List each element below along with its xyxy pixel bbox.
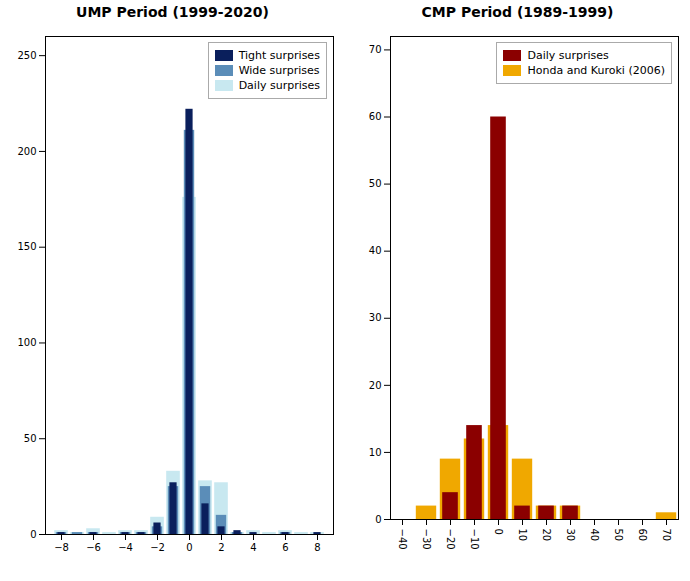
html-text:Tight surprises: Tight surprises <box>238 49 320 62</box>
svg-text:8: 8 <box>314 542 320 553</box>
svg-text:0: 0 <box>375 514 381 525</box>
svg-text:150: 150 <box>17 241 36 252</box>
html-text:Wide surprises: Wide surprises <box>238 64 320 77</box>
svg-text:−6: −6 <box>86 542 101 553</box>
svg-text:−2: −2 <box>150 542 165 553</box>
svg-text:20: 20 <box>541 529 552 542</box>
svg-text:250: 250 <box>17 50 36 61</box>
svg-text:30: 30 <box>369 312 382 323</box>
svg-text:0: 0 <box>30 529 36 540</box>
svg-text:30: 30 <box>565 529 576 542</box>
svg-text:10: 10 <box>369 447 382 458</box>
svg-text:20: 20 <box>369 380 382 391</box>
svg-text:−30: −30 <box>421 529 432 550</box>
html-text:UMP Period (1999-2020): UMP Period (1999-2020) <box>76 4 269 20</box>
svg-text:100: 100 <box>17 337 36 348</box>
html-text:Honda and Kuroki (2006): Honda and Kuroki (2006) <box>527 64 665 77</box>
html-text:Daily surprises: Daily surprises <box>238 79 320 92</box>
svg-text:−10: −10 <box>469 529 480 550</box>
svg-text:60: 60 <box>637 529 648 542</box>
svg-text:70: 70 <box>369 44 382 55</box>
svg-text:−20: −20 <box>445 529 456 550</box>
svg-text:40: 40 <box>369 245 382 256</box>
svg-text:60: 60 <box>369 111 382 122</box>
svg-text:50: 50 <box>24 433 37 444</box>
svg-text:50: 50 <box>369 178 382 189</box>
html-text:Daily surprises: Daily surprises <box>527 49 609 62</box>
svg-text:50: 50 <box>613 529 624 542</box>
html-text:CMP Period (1989-1999): CMP Period (1989-1999) <box>421 4 614 20</box>
svg-text:6: 6 <box>282 542 288 553</box>
svg-text:−8: −8 <box>54 542 69 553</box>
svg-text:−4: −4 <box>118 542 133 553</box>
svg-text:0: 0 <box>186 542 192 553</box>
svg-text:70: 70 <box>661 529 672 542</box>
svg-text:200: 200 <box>17 146 36 157</box>
svg-text:2: 2 <box>218 542 224 553</box>
svg-text:0: 0 <box>493 529 504 535</box>
svg-text:−40: −40 <box>397 529 408 550</box>
svg-text:10: 10 <box>517 529 528 542</box>
svg-text:40: 40 <box>589 529 600 542</box>
svg-text:4: 4 <box>250 542 256 553</box>
